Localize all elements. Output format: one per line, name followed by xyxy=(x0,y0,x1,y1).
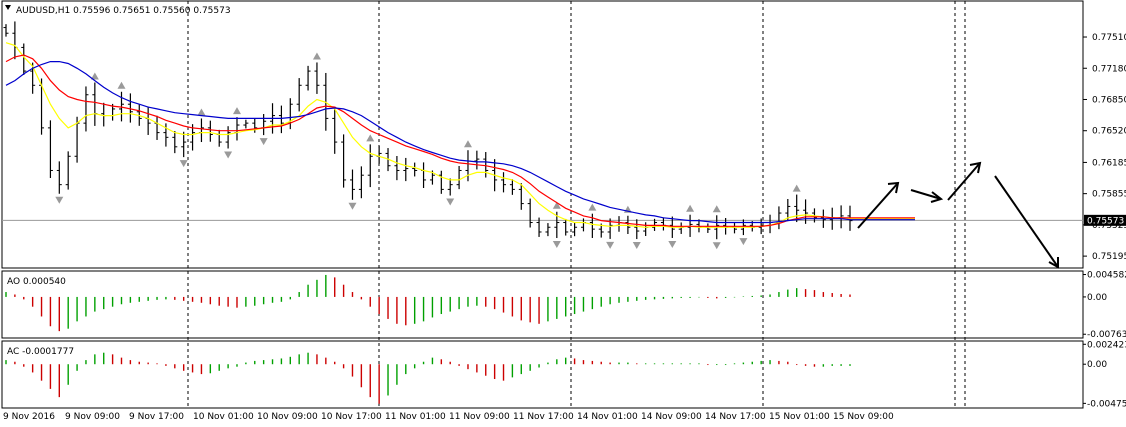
ao-tick-label: 0.00 xyxy=(1087,293,1107,303)
zero-lines xyxy=(2,297,1083,364)
forecast-arrows xyxy=(857,161,1059,269)
fractal-up-marker xyxy=(366,134,375,142)
ac-histogram xyxy=(5,352,851,404)
session-separators xyxy=(187,1,966,408)
ac-panel-title: AC -0.0001777 xyxy=(7,347,74,357)
time-tick-label: 9 Nov 2016 xyxy=(3,412,55,422)
fractal-down-marker xyxy=(552,241,561,249)
moving-average-line xyxy=(5,54,915,227)
ac-panel-frame xyxy=(1,340,1084,409)
time-tick-label: 9 Nov 09:00 xyxy=(65,412,120,422)
fractal-up-marker xyxy=(588,203,597,211)
ao-y-axis: 0.004582 0.00 -0.007635 xyxy=(1083,271,1126,340)
fractal-up-marker xyxy=(90,72,99,80)
fractal-down-marker xyxy=(348,202,357,210)
current-price-marker: 0.75573 xyxy=(2,214,1126,226)
indicator-arrow-icon xyxy=(5,5,11,10)
fractal-down-marker xyxy=(179,160,188,168)
time-tick-label: 10 Nov 17:00 xyxy=(321,412,382,422)
fractal-down-marker xyxy=(712,242,721,250)
fractal-up-marker xyxy=(686,204,695,212)
fractal-up-marker xyxy=(312,52,321,60)
ao-panel-title: AO 0.000540 xyxy=(7,277,66,287)
forecast-arrow-head xyxy=(1048,257,1059,269)
price-tick-label: 0.75195 xyxy=(1092,252,1126,262)
time-tick-label: 14 Nov 01:00 xyxy=(577,412,638,422)
fractal-up-marker xyxy=(552,201,561,209)
forecast-arrow xyxy=(857,182,899,229)
time-tick-label: 11 Nov 17:00 xyxy=(513,412,574,422)
ao-tick-label: 0.004582 xyxy=(1087,271,1126,281)
fractal-down-marker xyxy=(446,198,455,206)
fractal-up-marker xyxy=(117,81,126,89)
forecast-arrow xyxy=(947,162,981,201)
price-tick-label: 0.75525 xyxy=(1092,221,1126,231)
fractal-down-marker xyxy=(606,241,615,249)
price-panel-frame xyxy=(1,0,1084,269)
price-tick-label: 0.76850 xyxy=(1092,96,1126,106)
time-tick-label: 14 Nov 09:00 xyxy=(641,412,702,422)
ao-panel-frame xyxy=(1,270,1084,339)
time-tick-label: 15 Nov 01:00 xyxy=(769,412,830,422)
time-x-axis: 9 Nov 2016 9 Nov 09:00 9 Nov 17:00 10 No… xyxy=(3,412,894,422)
price-tick-label: 0.77180 xyxy=(1092,64,1126,74)
time-tick-label: 10 Nov 09:00 xyxy=(257,412,318,422)
forecast-arrow-head xyxy=(887,181,900,194)
current-price-label: 0.75573 xyxy=(1087,216,1124,226)
current-price-label-bg xyxy=(1084,214,1126,226)
price-tick-label: 0.77510 xyxy=(1092,33,1126,43)
forecast-arrow-head xyxy=(930,191,944,203)
price-panel-title: AUDUSD,H1 0.75596 0.75651 0.75560 0.7557… xyxy=(16,6,231,16)
price-y-axis: 0.77510 0.77180 0.76850 0.76520 0.76185 … xyxy=(1083,33,1126,262)
ac-tick-label: 0.00 xyxy=(1087,360,1107,370)
moving-averages xyxy=(5,42,915,228)
time-tick-label: 15 Nov 09:00 xyxy=(833,412,894,422)
fractal-up-marker xyxy=(197,108,206,116)
fractal-up-marker xyxy=(792,184,801,192)
price-tick-label: 0.76185 xyxy=(1092,158,1126,168)
forecast-arrow xyxy=(910,189,942,200)
ao-histogram xyxy=(5,274,851,332)
fractal-markers xyxy=(55,52,801,250)
time-tick-label: 10 Nov 01:00 xyxy=(193,412,254,422)
candle-series xyxy=(3,21,853,240)
time-tick-label: 11 Nov 09:00 xyxy=(449,412,510,422)
fractal-down-marker xyxy=(224,151,233,159)
time-tick-label: 14 Nov 17:00 xyxy=(705,412,766,422)
time-tick-label: 11 Nov 01:00 xyxy=(385,412,446,422)
fractal-up-marker xyxy=(232,107,241,115)
fractal-up-marker xyxy=(712,205,721,213)
fractal-up-marker xyxy=(463,140,472,148)
ac-tick-label: -0.004758 xyxy=(1087,399,1126,409)
price-tick-label: 0.76520 xyxy=(1092,127,1126,137)
fractal-down-marker xyxy=(739,238,748,246)
ac-tick-label: 0.002423 xyxy=(1087,340,1126,350)
fractal-down-marker xyxy=(55,196,64,204)
moving-average-line xyxy=(5,61,915,224)
ac-y-axis: 0.002423 0.00 -0.004758 xyxy=(1083,340,1126,409)
forecast-arrow xyxy=(994,175,1059,268)
time-tick-label: 9 Nov 17:00 xyxy=(129,412,184,422)
fractal-down-marker xyxy=(259,138,268,146)
moving-average-line xyxy=(5,42,915,228)
fractal-down-marker xyxy=(668,240,677,248)
ao-tick-label: -0.007635 xyxy=(1087,330,1126,340)
price-tick-label: 0.75855 xyxy=(1092,190,1126,200)
forecast-arrow-head xyxy=(969,161,982,174)
fractal-down-marker xyxy=(632,242,641,250)
